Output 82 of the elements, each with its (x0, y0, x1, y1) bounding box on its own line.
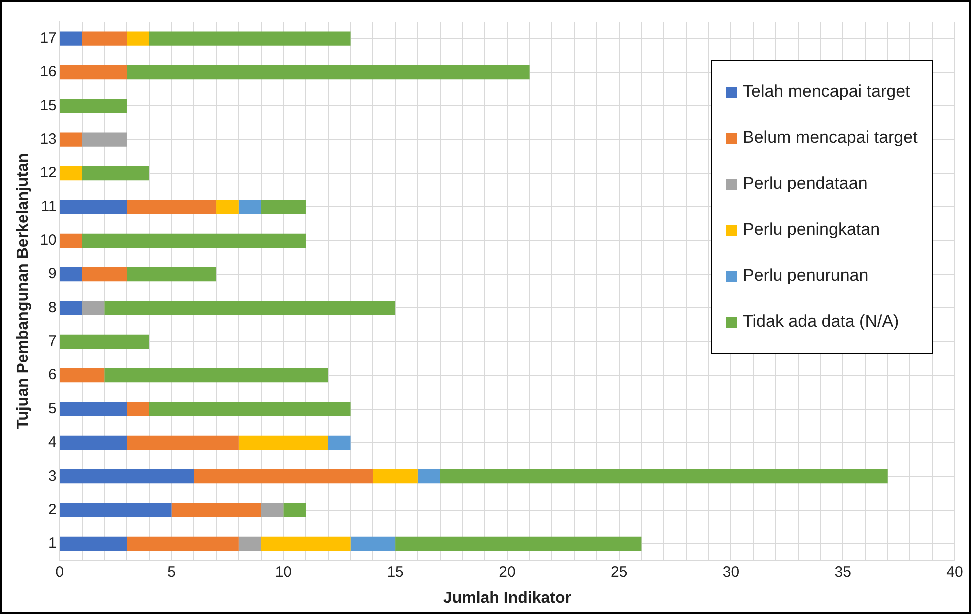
y-tick-label: 5 (48, 400, 57, 418)
bar (396, 536, 642, 552)
x-tick-label: 35 (834, 564, 852, 581)
bar (127, 200, 217, 214)
bar (60, 166, 82, 181)
legend-label: Tidak ada data (N/A) (743, 312, 900, 332)
bar (194, 470, 374, 484)
y-tick-label: 4 (48, 434, 57, 452)
bar (60, 267, 82, 282)
bar (328, 436, 351, 450)
bar (82, 32, 128, 46)
bar (60, 470, 194, 484)
bar (104, 368, 328, 383)
y-tick-label: 13 (40, 131, 57, 148)
bar (60, 301, 82, 316)
bar (238, 536, 262, 552)
y-tick-label: 9 (48, 266, 57, 283)
bar (172, 503, 262, 518)
bar (127, 436, 239, 450)
bar (440, 470, 888, 484)
x-tick-label: 30 (722, 564, 740, 581)
bar (284, 503, 306, 518)
y-tick-label: 11 (41, 198, 57, 216)
bar (373, 470, 418, 484)
bar (60, 32, 82, 46)
x-tick-label: 25 (610, 564, 628, 581)
bar (82, 132, 128, 147)
bar (238, 200, 262, 214)
legend-label: Perlu pendataan (743, 174, 868, 194)
bar (60, 99, 128, 114)
bar (149, 402, 351, 416)
legend-label: Perlu penurunan (743, 266, 869, 286)
y-tick-label: 12 (40, 164, 57, 182)
bar (104, 301, 396, 316)
y-tick-label: 10 (40, 232, 57, 250)
y-tick-label: 1 (48, 535, 57, 552)
x-tick-label: 40 (946, 564, 964, 581)
x-tick-label: 5 (168, 564, 176, 581)
y-tick-label: 6 (48, 366, 57, 384)
y-tick-label: 2 (48, 501, 57, 518)
bar (60, 536, 128, 552)
bar (82, 267, 128, 282)
y-tick-label: 15 (40, 97, 57, 114)
bar (60, 334, 150, 349)
bar (82, 234, 306, 248)
x-tick-label: 15 (387, 564, 404, 581)
bar (261, 200, 306, 214)
bar (127, 65, 530, 80)
bar (350, 536, 396, 552)
x-tick-label: 0 (56, 564, 64, 581)
legend-label: Belum mencapai target (743, 128, 918, 148)
y-tick-label: 7 (48, 333, 57, 350)
bar (127, 536, 239, 552)
x-axis-title: Jumlah Indikator (443, 590, 572, 607)
bar (261, 503, 284, 518)
bar (127, 32, 150, 46)
y-tick-label: 17 (40, 30, 57, 47)
bar (60, 200, 128, 214)
bar (261, 536, 351, 552)
bar (60, 65, 128, 80)
bar (60, 402, 128, 416)
bar (60, 132, 82, 147)
bar (127, 267, 217, 282)
y-axis-title: Tujuan Pembangunan Berkelanjutan (15, 153, 32, 430)
bar (82, 301, 105, 316)
bar (60, 503, 172, 518)
y-tick-label: 3 (48, 468, 57, 485)
bar (60, 368, 105, 383)
bar (238, 436, 328, 450)
legend-label: Perlu peningkatan (743, 220, 880, 240)
bar (127, 402, 150, 416)
bar (60, 234, 82, 248)
bar (216, 200, 239, 214)
y-tick-label: 16 (40, 64, 57, 81)
x-tick-label: 20 (499, 564, 516, 581)
bar (418, 470, 440, 484)
legend-label: Telah mencapai target (743, 82, 910, 102)
y-tick-label: 8 (48, 299, 57, 316)
bar (82, 166, 150, 181)
bar (60, 436, 128, 450)
bar (149, 32, 351, 46)
x-tick-label: 10 (275, 564, 292, 581)
